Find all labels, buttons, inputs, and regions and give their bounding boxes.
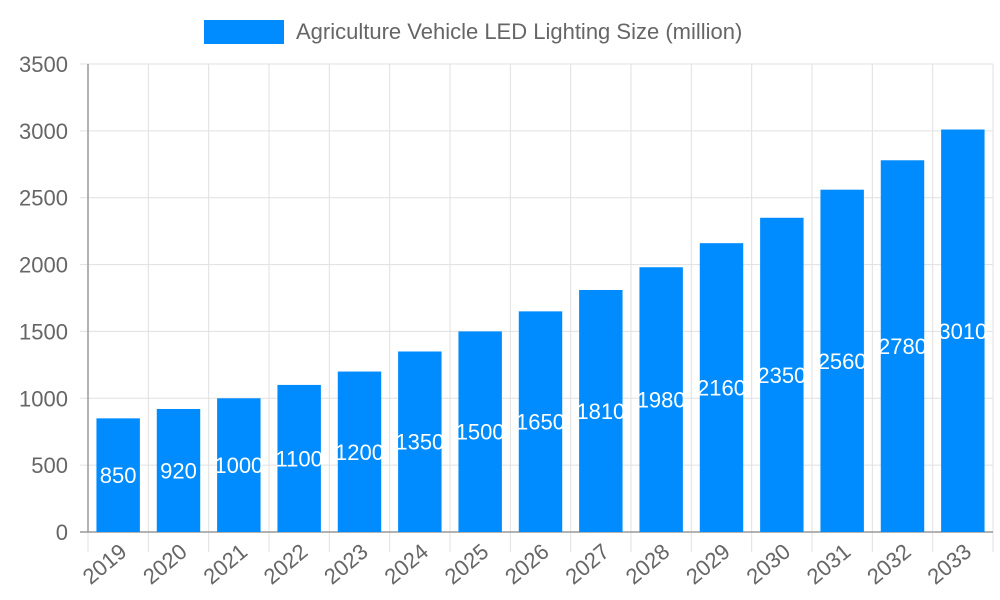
bar: [518, 311, 563, 532]
bar: [941, 129, 985, 532]
data-label: 1000: [214, 453, 263, 478]
y-tick-label: 1000: [19, 386, 68, 411]
data-label: 850: [100, 463, 137, 488]
bar: [277, 384, 321, 532]
data-label: 1810: [576, 399, 625, 424]
x-tick-label: 2028: [621, 539, 675, 590]
x-tick-label: 2032: [862, 539, 916, 590]
x-tick-label: 2024: [379, 539, 433, 590]
x-tick-label: 2029: [681, 539, 735, 590]
data-label: 1650: [516, 410, 565, 435]
x-tick-label: 2033: [922, 539, 976, 590]
x-tick-label: 2023: [319, 539, 373, 590]
data-label: 1200: [335, 440, 384, 465]
data-label: 1100: [276, 446, 323, 471]
y-tick-label: 3500: [19, 52, 68, 77]
bar: [820, 189, 864, 533]
bar: [760, 217, 804, 532]
x-tick-label: 2021: [198, 539, 252, 590]
y-tick-label: 2000: [19, 253, 68, 278]
bar: [639, 267, 683, 532]
x-tick-label: 2026: [500, 539, 554, 590]
data-label: 2780: [878, 334, 927, 359]
data-label: 1500: [456, 420, 505, 445]
bar: [880, 160, 925, 532]
x-tick-label: 2030: [741, 539, 795, 590]
x-tick-label: 2019: [78, 539, 132, 590]
x-tick-label: 2020: [138, 539, 192, 590]
bar: [337, 371, 382, 532]
bar: [217, 398, 261, 532]
data-label: 1980: [637, 388, 686, 413]
data-label: 2350: [757, 363, 806, 388]
legend[interactable]: Agriculture Vehicle LED Lighting Size (m…: [204, 19, 742, 45]
x-tick-label: 2027: [560, 539, 614, 590]
x-tick-label: 2031: [802, 539, 856, 590]
data-label: 2160: [697, 376, 746, 401]
y-tick-label: 0: [56, 520, 68, 545]
x-tick-label: 2025: [440, 539, 494, 590]
legend-swatch: [204, 20, 284, 44]
data-label: 1350: [395, 430, 444, 455]
bar: [398, 351, 442, 532]
legend-label: Agriculture Vehicle LED Lighting Size (m…: [296, 19, 743, 44]
y-tick-label: 1500: [19, 319, 68, 344]
data-label: 920: [160, 458, 197, 483]
data-label: 3010: [938, 319, 987, 344]
bar: [458, 331, 502, 532]
bar: [699, 243, 744, 533]
data-label: 2560: [818, 349, 867, 374]
x-tick-label: 2022: [259, 539, 313, 590]
bar: [579, 289, 623, 532]
y-tick-label: 2500: [19, 186, 68, 211]
bar: [96, 418, 140, 532]
y-tick-label: 3000: [19, 119, 68, 144]
bar: [156, 408, 201, 532]
y-tick-label: 500: [31, 453, 68, 478]
